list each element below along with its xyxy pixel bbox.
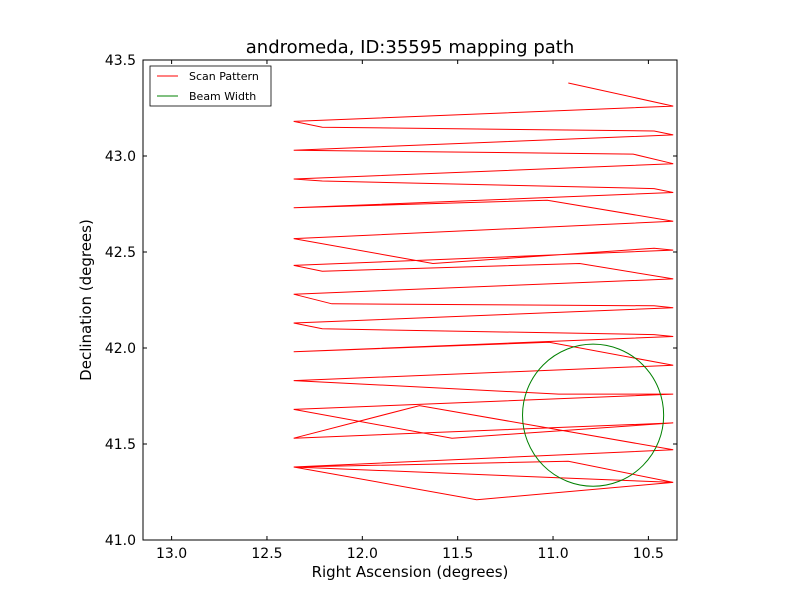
x-tick-label: 12.0 <box>347 546 378 562</box>
series-layer <box>293 82 674 501</box>
y-tick-label: 42.5 <box>105 245 136 261</box>
y-axis-ticks: 41.0 41.5 42.0 42.5 43.0 43.5 <box>105 53 677 549</box>
x-tick-label: 11.5 <box>442 546 473 562</box>
x-axis-ticks: 13.0 12.5 12.0 11.5 11.0 10.5 <box>156 60 664 562</box>
y-tick-label: 43.0 <box>105 149 136 165</box>
legend-label-scan-pattern: Scan Pattern <box>189 70 259 83</box>
x-axis-label: Right Ascension (degrees) <box>312 563 509 581</box>
scan-pattern-line <box>293 82 674 501</box>
x-tick-label: 11.0 <box>537 546 568 562</box>
beam-width-circle <box>522 343 665 487</box>
y-tick-label: 42.0 <box>105 341 136 357</box>
x-tick-label: 13.0 <box>156 546 187 562</box>
x-tick-label: 10.5 <box>633 546 664 562</box>
y-tick-label: 41.0 <box>105 533 136 549</box>
plot-area <box>142 59 678 541</box>
y-tick-label: 43.5 <box>105 53 136 69</box>
legend-label-beam-width: Beam Width <box>189 90 256 103</box>
chart-title: andromeda, ID:35595 mapping path <box>246 37 575 58</box>
x-tick-label: 12.5 <box>251 546 282 562</box>
legend: Scan Pattern Beam Width <box>149 65 272 107</box>
legend-box <box>149 65 272 107</box>
y-axis-label: Declination (degrees) <box>77 219 95 381</box>
plot-frame <box>142 59 678 541</box>
y-tick-label: 41.5 <box>105 437 136 453</box>
